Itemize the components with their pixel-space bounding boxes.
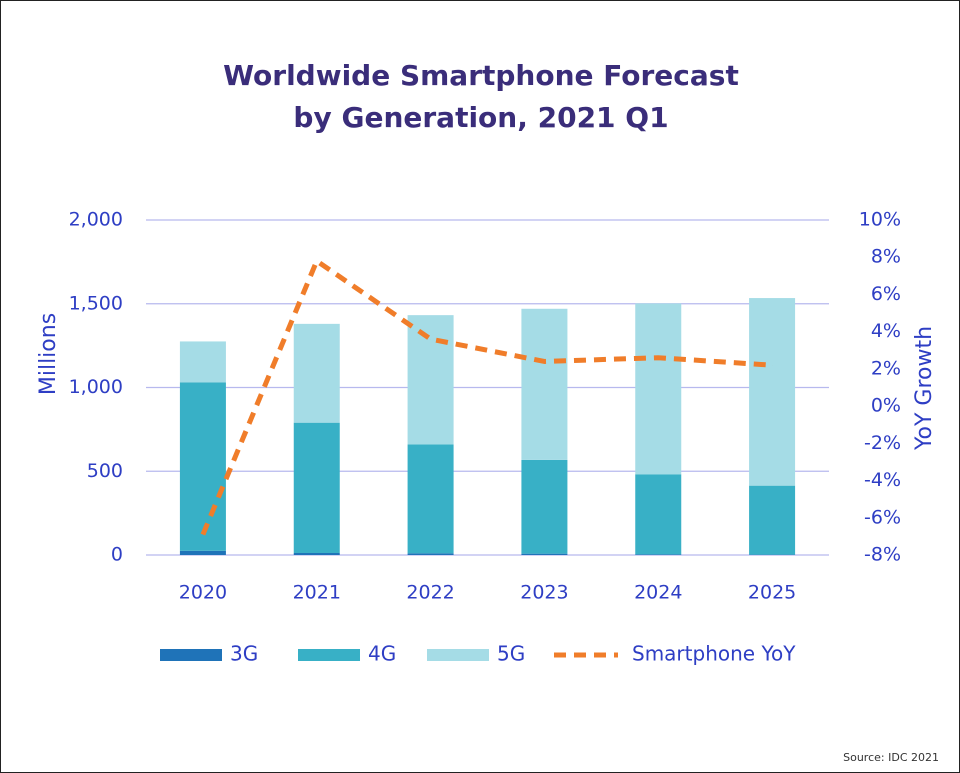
legend-label: 3G <box>230 642 258 666</box>
legend-swatch-5G <box>427 649 489 661</box>
bar-5G <box>635 303 682 475</box>
bar-3G <box>407 553 454 555</box>
legend-label: 4G <box>368 642 396 666</box>
y-tick-label: 1,500 <box>69 292 123 314</box>
bar-4G <box>521 459 568 554</box>
legend-label: Smartphone YoY <box>632 642 796 666</box>
y-axis-title: Millions <box>36 313 61 395</box>
bar-3G <box>293 552 340 555</box>
bar-4G <box>635 474 682 555</box>
bar-4G <box>749 485 796 555</box>
source-note: Source: IDC 2021 <box>843 751 939 764</box>
chart-title: Worldwide Smartphone Forecast by Generat… <box>1 55 959 139</box>
y2-tick-label: -8% <box>864 544 901 566</box>
y2-tick-label: 8% <box>871 246 901 268</box>
bar-5G <box>179 341 226 383</box>
y2-tick-label: 6% <box>871 283 901 305</box>
x-tick-label: 2023 <box>520 582 568 604</box>
legend: 3G 4G 5G Smartphone YoY <box>160 642 796 666</box>
bar-5G <box>293 323 340 423</box>
yoy-line-layer <box>200 258 773 536</box>
right-axis-ticks: -8% -6% -4% -2% 0% 2% 4% 6% 8% 10% <box>859 209 901 566</box>
left-axis-ticks: 0 500 1,000 1,500 2,000 <box>69 209 123 566</box>
y-tick-label: 500 <box>87 460 123 482</box>
bar-4G <box>179 382 226 551</box>
bar-5G <box>407 315 454 445</box>
y-tick-label: 2,000 <box>69 209 123 231</box>
y2-tick-label: 0% <box>871 395 901 417</box>
chart-title-line-1: Worldwide Smartphone Forecast <box>223 59 739 92</box>
y2-tick-label: 4% <box>871 320 901 342</box>
y2-axis-title: YoY Growth <box>912 326 937 451</box>
y2-tick-label: 10% <box>859 209 901 231</box>
x-tick-label: 2021 <box>293 582 341 604</box>
bar-5G <box>521 308 568 460</box>
gridlines <box>146 219 829 556</box>
x-axis-ticks: 2020 2021 2022 2023 2024 2025 <box>179 582 797 604</box>
y-tick-label: 0 <box>111 544 123 566</box>
y2-tick-label: 2% <box>871 357 901 379</box>
y2-tick-label: -2% <box>864 432 901 454</box>
yoy-line <box>200 258 773 536</box>
y2-tick-label: -4% <box>864 469 901 491</box>
legend-swatch-3G <box>160 649 222 661</box>
y2-tick-label: -6% <box>864 506 901 528</box>
bar-4G <box>407 444 454 554</box>
x-tick-label: 2024 <box>634 582 682 604</box>
bar-4G <box>293 422 340 553</box>
x-tick-label: 2025 <box>748 582 796 604</box>
y-tick-label: 1,000 <box>69 376 123 398</box>
bar-3G <box>635 554 682 555</box>
x-tick-label: 2020 <box>179 582 227 604</box>
bar-3G <box>179 550 226 555</box>
chart-title-line-2: by Generation, 2021 Q1 <box>293 101 669 134</box>
bar-3G <box>521 553 568 555</box>
x-tick-label: 2022 <box>406 582 454 604</box>
legend-swatch-4G <box>298 649 360 661</box>
bar-5G <box>749 298 796 486</box>
legend-label: 5G <box>497 642 525 666</box>
bar-stacks <box>179 298 796 555</box>
